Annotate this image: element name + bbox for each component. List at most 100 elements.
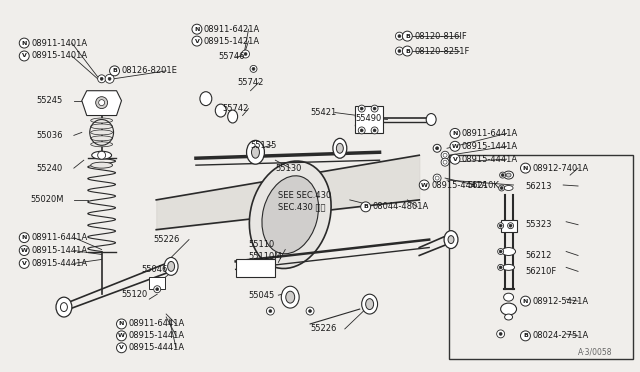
Circle shape [371, 127, 378, 134]
Ellipse shape [56, 297, 72, 317]
Ellipse shape [433, 144, 441, 152]
Ellipse shape [215, 104, 226, 117]
Circle shape [450, 128, 460, 138]
Text: B: B [523, 333, 528, 339]
Circle shape [306, 307, 314, 315]
Text: N: N [22, 41, 27, 46]
Circle shape [19, 38, 29, 48]
Circle shape [498, 248, 504, 254]
Ellipse shape [506, 173, 511, 177]
Circle shape [501, 174, 504, 177]
Text: 55036: 55036 [36, 131, 63, 140]
Ellipse shape [333, 138, 347, 158]
Circle shape [435, 176, 439, 180]
Ellipse shape [365, 299, 374, 310]
Bar [449, 155, 633, 359]
Text: N: N [523, 166, 528, 171]
Text: 08912-7401A: 08912-7401A [532, 164, 589, 173]
Text: 08915-1441A: 08915-1441A [129, 331, 184, 340]
Text: N: N [452, 131, 458, 136]
Ellipse shape [164, 257, 178, 275]
Ellipse shape [426, 113, 436, 125]
Ellipse shape [92, 151, 111, 159]
Text: B: B [405, 48, 410, 54]
Circle shape [520, 163, 531, 173]
Circle shape [361, 202, 371, 212]
Circle shape [441, 151, 449, 159]
Text: N: N [523, 299, 528, 304]
Text: 08915-1441A: 08915-1441A [31, 246, 87, 255]
Circle shape [520, 331, 531, 341]
Text: 55323: 55323 [525, 220, 552, 229]
Circle shape [192, 24, 202, 34]
Text: 55130: 55130 [275, 164, 301, 173]
Ellipse shape [362, 294, 378, 314]
Circle shape [98, 75, 106, 83]
Text: 55135: 55135 [250, 141, 277, 150]
Circle shape [250, 65, 257, 73]
Text: 55046: 55046 [141, 265, 168, 274]
Circle shape [241, 50, 250, 58]
Circle shape [266, 307, 275, 315]
Ellipse shape [262, 176, 319, 254]
Circle shape [19, 51, 29, 61]
Text: 55110M: 55110M [248, 252, 282, 261]
Text: 08915-4441A: 08915-4441A [129, 343, 184, 352]
Text: 08911-6421A: 08911-6421A [204, 25, 260, 34]
Ellipse shape [91, 130, 113, 135]
Circle shape [450, 141, 460, 151]
Text: SEC.430 参照: SEC.430 参照 [278, 202, 326, 211]
Ellipse shape [168, 262, 175, 271]
Circle shape [244, 52, 247, 55]
Text: A·3/0058: A·3/0058 [579, 348, 612, 357]
Circle shape [443, 160, 447, 164]
Text: V: V [22, 261, 27, 266]
Circle shape [269, 310, 272, 312]
Circle shape [499, 266, 502, 269]
Ellipse shape [228, 110, 237, 123]
Text: 55045: 55045 [248, 291, 275, 300]
Text: V: V [195, 39, 200, 44]
Circle shape [358, 127, 365, 134]
Text: 08911-1401A: 08911-1401A [31, 39, 87, 48]
Text: 55110: 55110 [248, 240, 275, 249]
Ellipse shape [444, 231, 458, 248]
Circle shape [116, 331, 127, 341]
Text: 55490: 55490 [356, 114, 382, 123]
Circle shape [192, 36, 202, 46]
Text: 55742: 55742 [223, 104, 249, 113]
Ellipse shape [246, 140, 264, 164]
Ellipse shape [502, 247, 516, 256]
Text: 55226: 55226 [310, 324, 337, 333]
Text: 56213: 56213 [525, 182, 552, 190]
Text: 55020M: 55020M [30, 195, 64, 204]
Circle shape [19, 232, 29, 243]
Circle shape [116, 319, 127, 329]
Circle shape [441, 158, 449, 166]
Ellipse shape [96, 97, 108, 109]
Circle shape [396, 47, 403, 55]
Circle shape [156, 288, 159, 291]
Text: 55120: 55120 [122, 290, 148, 299]
Text: B: B [112, 68, 117, 73]
Circle shape [396, 32, 403, 40]
Circle shape [360, 129, 363, 132]
Text: 55746: 55746 [219, 52, 245, 61]
Text: 08912-5421A: 08912-5421A [532, 296, 589, 306]
Text: 55421: 55421 [310, 108, 337, 117]
Circle shape [433, 174, 441, 182]
Circle shape [450, 154, 460, 164]
Circle shape [108, 77, 111, 80]
Ellipse shape [91, 162, 113, 168]
Circle shape [358, 105, 365, 112]
Circle shape [498, 223, 504, 229]
Text: W: W [452, 144, 458, 149]
Text: SEE SEC.430: SEE SEC.430 [278, 192, 332, 201]
Circle shape [498, 264, 504, 270]
Ellipse shape [91, 124, 113, 129]
Text: 08911-6441A: 08911-6441A [462, 129, 518, 138]
Ellipse shape [200, 92, 212, 106]
Text: 56210F: 56210F [525, 267, 557, 276]
Circle shape [403, 46, 412, 56]
Circle shape [520, 296, 531, 306]
